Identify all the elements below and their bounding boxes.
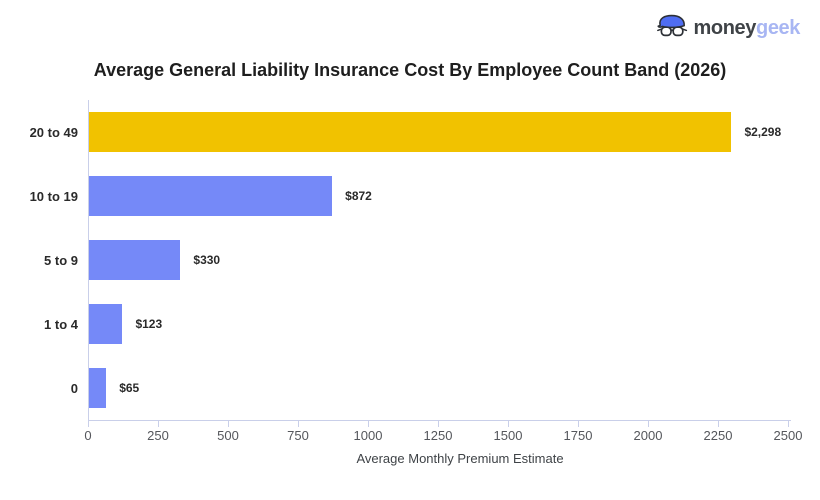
- logo-text-money: money: [693, 17, 757, 39]
- tick-label: 1500: [493, 428, 523, 443]
- value-label: $2,298: [744, 125, 782, 139]
- chart-title: Average General Liability Insurance Cost…: [93, 60, 727, 80]
- tick-label: 2250: [703, 428, 733, 443]
- tick-label: 1000: [353, 428, 383, 443]
- category-label: 5 to 9: [44, 252, 78, 268]
- bar-row: 10 to 19 $872: [30, 164, 788, 228]
- bar-row: 0 $65: [71, 356, 788, 420]
- x-axis-title: Average Monthly Premium Estimate: [356, 451, 564, 466]
- x-axis-line: [88, 420, 791, 421]
- value-label: $65: [119, 381, 140, 395]
- bar-rows: 20 to 49 $2,298 10 to 19 $872 5 to 9 $330 1 to…: [30, 100, 788, 420]
- tick-mark: [787, 421, 789, 427]
- tick-mark: [227, 421, 229, 427]
- category-label: 1 to 4: [44, 316, 78, 332]
- tick-label: 2500: [773, 428, 803, 443]
- tick-label: 250: [147, 428, 169, 443]
- bar-row: 5 to 9 $330: [44, 228, 788, 292]
- geek-face-icon: [655, 13, 689, 43]
- bar-1-to-4[interactable]: [88, 304, 123, 344]
- tick-mark: [437, 421, 439, 427]
- tick-mark: [647, 421, 649, 427]
- bar-5-to-9[interactable]: [88, 240, 181, 280]
- bar-20-to-49[interactable]: [88, 112, 732, 152]
- logo-text-geek: geek: [756, 17, 800, 39]
- bar-10-to-19[interactable]: [88, 176, 333, 216]
- logo-wordmark: moneygeek: [693, 17, 801, 39]
- tick-mark: [717, 421, 719, 427]
- tick-mark: [367, 421, 369, 427]
- tick-label: 1750: [563, 428, 593, 443]
- tick-mark: [87, 421, 89, 427]
- tick-label: 1250: [423, 428, 453, 443]
- y-axis-line: [88, 100, 89, 421]
- value-label: $872: [345, 189, 372, 203]
- tick-mark: [577, 421, 579, 427]
- bar-row: 1 to 4 $123: [44, 292, 788, 356]
- category-label: 0: [70, 380, 78, 396]
- tick-mark: [157, 421, 159, 427]
- category-label: 20 to 49: [29, 124, 78, 140]
- bar-0[interactable]: [88, 368, 107, 408]
- category-label: 10 to 19: [29, 188, 78, 204]
- tick-label: 2000: [633, 428, 663, 443]
- value-label: $123: [135, 317, 163, 331]
- tick-mark: [507, 421, 509, 427]
- tick-mark: [297, 421, 299, 427]
- moneygeek-logo: moneygeek: [655, 13, 800, 43]
- value-label: $330: [193, 253, 221, 267]
- bar-chart: 20 to 49 $2,298 10 to 19 $872 5 to 9 $330 1 to…: [30, 100, 802, 466]
- tick-label: 0: [84, 428, 92, 443]
- tick-label: 500: [217, 428, 239, 443]
- bar-row: 20 to 49 $2,298: [30, 100, 788, 164]
- tick-label: 750: [287, 428, 309, 443]
